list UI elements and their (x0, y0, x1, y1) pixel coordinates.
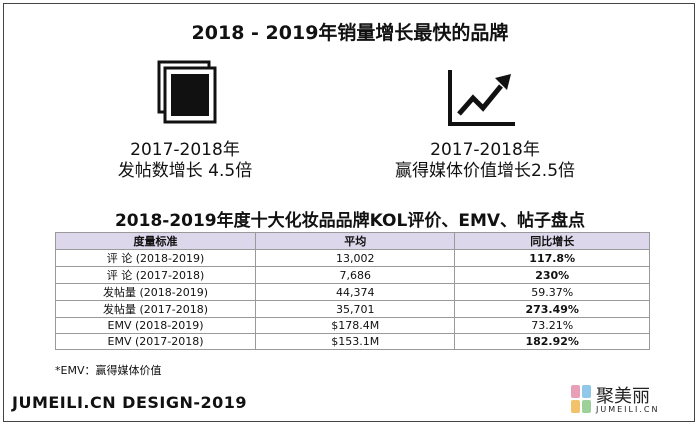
table-row: 评 论 (2017-2018) 7,686 230% (54, 266, 650, 284)
stat-emv: 2017-2018年 赢得媒体价值增长2.5倍 (360, 140, 610, 182)
metrics-table: 度量标准 平均 同比增长 评 论 (2018-2019) 13,002 117.8%… (54, 232, 650, 350)
cell-average: 7,686 (255, 266, 456, 284)
table-header-row: 度量标准 平均 同比增长 (54, 232, 650, 250)
cell-yoy: 182.92% (454, 333, 650, 350)
cell-average: 35,701 (255, 300, 456, 318)
page-title: 2018 - 2019年销量增长最快的品牌 (191, 22, 509, 44)
table-row: 评 论 (2018-2019) 13,002 117.8% (54, 249, 650, 267)
brand-logo: 聚美丽 JUMEILI.CN (570, 382, 688, 418)
stat-posts-period: 2017-2018年 (130, 140, 240, 160)
stat-posts-value: 发帖数增长 4.5倍 (117, 161, 253, 181)
table-row: EMV (2017-2018) $153.1M 182.92% (54, 333, 650, 350)
cell-yoy: 230% (454, 266, 650, 284)
cell-average: $153.1M (255, 333, 456, 350)
jumeili-logo-icon (571, 385, 591, 413)
cell-metric: 发帖量 (2017-2018) (54, 300, 257, 318)
photo-stack-icon (157, 60, 217, 124)
table-body: 评 论 (2018-2019) 13,002 117.8% 评 论 (2017-201… (54, 249, 650, 350)
cell-average: 44,374 (255, 283, 456, 301)
logo-subtitle: JUMEILI.CN (596, 405, 660, 414)
cell-metric: 评 论 (2018-2019) (54, 249, 257, 267)
table-row: 发帖量 (2018-2019) 44,374 59.37% (54, 283, 650, 301)
cell-metric: EMV (2018-2019) (54, 317, 257, 334)
image-frame (3, 3, 695, 422)
cell-yoy: 59.37% (454, 283, 650, 301)
header-metric: 度量标准 (54, 232, 257, 250)
growth-chart-icon (448, 70, 515, 126)
stat-emv-period: 2017-2018年 (430, 140, 540, 160)
cell-metric: 发帖量 (2018-2019) (54, 283, 257, 301)
cell-yoy: 273.49% (454, 300, 650, 318)
table-row: 发帖量 (2017-2018) 35,701 273.49% (54, 300, 650, 318)
cell-metric: EMV (2017-2018) (54, 333, 257, 350)
table-title: 2018-2019年度十大化妆品品牌KOL评价、EMV、帖子盘点 (114, 211, 586, 231)
table-row: EMV (2018-2019) $178.4M 73.21% (54, 317, 650, 334)
cell-metric: 评 论 (2017-2018) (54, 266, 257, 284)
footer-credit: JUMEILI.CN DESIGN-2019 (12, 393, 248, 412)
header-average: 平均 (255, 232, 456, 250)
cell-yoy: 73.21% (454, 317, 650, 334)
cell-average: 13,002 (255, 249, 456, 267)
footnote: *EMV：赢得媒体价值 (55, 364, 162, 377)
stat-posts: 2017-2018年 发帖数增长 4.5倍 (60, 140, 310, 182)
stat-emv-value: 赢得媒体价值增长2.5倍 (394, 161, 576, 181)
logo-name: 聚美丽 (596, 386, 650, 407)
header-yoy: 同比增长 (454, 232, 650, 250)
cell-yoy: 117.8% (454, 249, 650, 267)
cell-average: $178.4M (255, 317, 456, 334)
